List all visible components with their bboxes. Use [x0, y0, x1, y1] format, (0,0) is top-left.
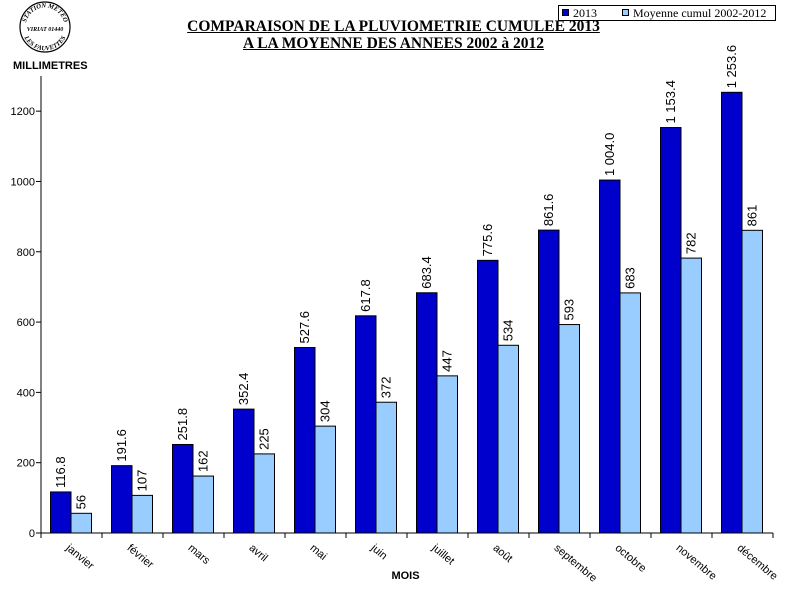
bar-series-1-month-5	[294, 347, 316, 534]
axes-group: 0 200 400 600 800 1000 1200	[11, 76, 774, 540]
data-label-series-2-month-7: 447	[440, 350, 455, 372]
legend-label-series-1: 2013	[573, 6, 597, 20]
data-label-series-1-month-1: 116.8	[53, 456, 68, 488]
x-category-label-7: juillet	[429, 541, 457, 567]
data-label-series-1-month-10: 1 004.0	[602, 133, 617, 176]
data-label-series-2-month-10: 683	[623, 267, 638, 289]
data-label-series-2-month-6: 372	[379, 377, 394, 399]
bar-series-2-month-7	[436, 375, 458, 534]
data-label-series-2-month-1: 56	[74, 495, 89, 509]
bar-series-1-month-8	[477, 259, 499, 534]
logo-seal-ring	[19, 1, 71, 53]
chart-subtitle: A LA MOYENNE DES ANNEES 2002 à 2012	[242, 35, 544, 52]
data-label-series-2-month-12: 861	[745, 205, 760, 227]
y-tick-label: 400	[17, 387, 35, 399]
legend-swatch-series-2	[622, 9, 629, 16]
bar-series-2-month-12	[741, 229, 763, 534]
x-category-label-8: août	[491, 542, 515, 565]
data-label-series-1-month-12: 1 253.6	[724, 45, 739, 88]
y-tick-label: 1200	[11, 106, 35, 118]
bar-series-1-month-1	[50, 491, 72, 534]
bar-series-1-month-12	[721, 91, 743, 534]
x-category-label-10: octobre	[613, 542, 649, 575]
data-label-series-2-month-8: 534	[501, 320, 516, 342]
data-label-series-1-month-4: 352.4	[236, 373, 251, 406]
bar-series-2-month-5	[314, 425, 336, 534]
y-tick-label: 0	[29, 528, 35, 540]
bar-series-2-month-3	[192, 475, 214, 534]
data-label-series-1-month-6: 617.8	[358, 279, 373, 312]
y-tick-label: 200	[17, 458, 35, 470]
y-tick-label: 600	[17, 317, 35, 329]
bar-group	[50, 91, 763, 534]
data-label-series-2-month-11: 782	[684, 232, 699, 254]
bar-series-1-month-11	[660, 127, 682, 534]
x-category-label-2: février	[125, 542, 156, 571]
bar-series-2-month-10	[619, 292, 641, 534]
bar-series-1-month-6	[355, 315, 377, 534]
data-label-series-1-month-7: 683.4	[419, 256, 434, 289]
x-category-label-3: mars	[186, 542, 213, 567]
bar-series-1-month-4	[233, 408, 255, 534]
chart-title: COMPARAISON DE LA PLUVIOMETRIE CUMULEE 2…	[187, 18, 600, 35]
data-label-series-1-month-3: 251.8	[175, 408, 190, 441]
bar-series-1-month-7	[416, 292, 438, 534]
bar-series-2-month-6	[375, 401, 397, 534]
bar-series-2-month-1	[70, 512, 92, 534]
y-axis-title: MILLIMETRES	[13, 60, 88, 72]
x-category-label-12: décembre	[735, 542, 780, 583]
legend-label-series-2: Moyenne cumul 2002-2012	[633, 6, 767, 20]
bar-series-2-month-11	[680, 257, 702, 534]
bar-series-1-month-2	[111, 465, 133, 534]
data-label-series-1-month-8: 775.6	[480, 224, 495, 257]
x-category-label-6: juin	[368, 541, 390, 562]
bar-series-1-month-9	[538, 229, 560, 534]
data-label-series-1-month-9: 861.6	[541, 194, 556, 227]
logo-middle-text: VIRIAT 01440	[27, 27, 64, 33]
bar-series-2-month-9	[558, 324, 580, 534]
x-category-label-5: mai	[308, 542, 329, 563]
data-label-series-2-month-4: 225	[257, 428, 272, 450]
data-label-series-2-month-5: 304	[318, 400, 333, 422]
data-label-series-1-month-2: 191.6	[114, 429, 129, 462]
data-label-series-1-month-11: 1 153.4	[663, 80, 678, 123]
x-category-label-9: septembre	[552, 542, 600, 585]
x-category-label-4: avril	[247, 542, 270, 564]
y-tick-label: 800	[17, 247, 35, 259]
x-category-label-11: novembre	[674, 542, 719, 583]
legend-swatch-series-1	[562, 9, 569, 16]
y-tick-label: 1000	[11, 176, 35, 188]
bar-series-2-month-2	[131, 494, 153, 534]
bar-series-1-month-3	[172, 443, 194, 534]
bar-series-2-month-4	[253, 453, 275, 534]
x-category-label-1: janvier	[63, 541, 97, 572]
bar-series-2-month-8	[497, 344, 519, 534]
data-label-series-2-month-2: 107	[135, 470, 150, 492]
legend: 2013 Moyenne cumul 2002-2012	[558, 5, 776, 21]
data-label-series-1-month-5: 527.6	[297, 311, 312, 344]
x-axis-title: MOIS	[391, 570, 420, 582]
data-label-series-2-month-3: 162	[196, 450, 211, 472]
bar-series-1-month-10	[599, 179, 621, 534]
chart-title-block: COMPARAISON DE LA PLUVIOMETRIE CUMULEE 2…	[0, 18, 787, 52]
data-label-series-2-month-9: 593	[562, 299, 577, 321]
